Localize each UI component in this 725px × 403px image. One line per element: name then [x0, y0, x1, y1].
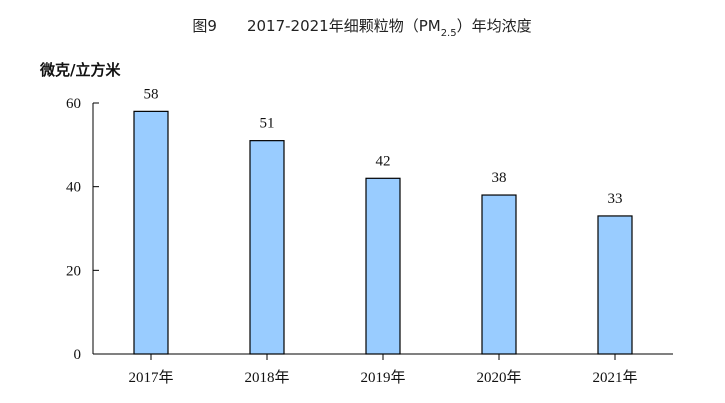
bar-2020	[481, 194, 517, 355]
x-category-label: 2020年	[476, 369, 521, 386]
data-label: 33	[608, 191, 623, 207]
x-category-label: 2018年	[244, 369, 289, 386]
x-category-label: 2017年	[128, 369, 173, 386]
y-tick-label: 40	[66, 180, 81, 196]
x-categories: 2017年 2018年 2019年 2020年 2021年	[128, 354, 638, 386]
title-main: 2017-2021年细颗粒物（PM	[247, 17, 441, 35]
data-label: 51	[260, 116, 275, 132]
title-subscript: 2.5	[441, 28, 457, 39]
x-category-label: 2021年	[592, 369, 637, 386]
chart-title: 图9 2017-2021年细颗粒物（PM2.5）年均浓度	[192, 17, 531, 39]
data-label: 42	[376, 153, 391, 169]
bar-2021	[597, 215, 633, 355]
bar-2019	[365, 177, 401, 355]
bar-2017	[133, 110, 169, 355]
bars	[133, 110, 633, 355]
y-tick-label: 0	[74, 347, 82, 363]
y-ticks: 0 20 40 60	[66, 96, 99, 363]
y-axis-unit: 微克/立方米	[39, 61, 121, 79]
data-label: 38	[492, 170, 507, 186]
bar-2018	[249, 140, 285, 355]
x-category-label: 2019年	[360, 369, 405, 386]
data-labels: 58 51 42 38 33	[144, 86, 623, 207]
y-tick-label: 20	[66, 263, 81, 279]
data-label: 58	[144, 86, 159, 102]
figure-label: 图9	[192, 17, 217, 35]
title-tail: ）年均浓度	[457, 17, 532, 35]
y-tick-label: 60	[66, 96, 81, 112]
